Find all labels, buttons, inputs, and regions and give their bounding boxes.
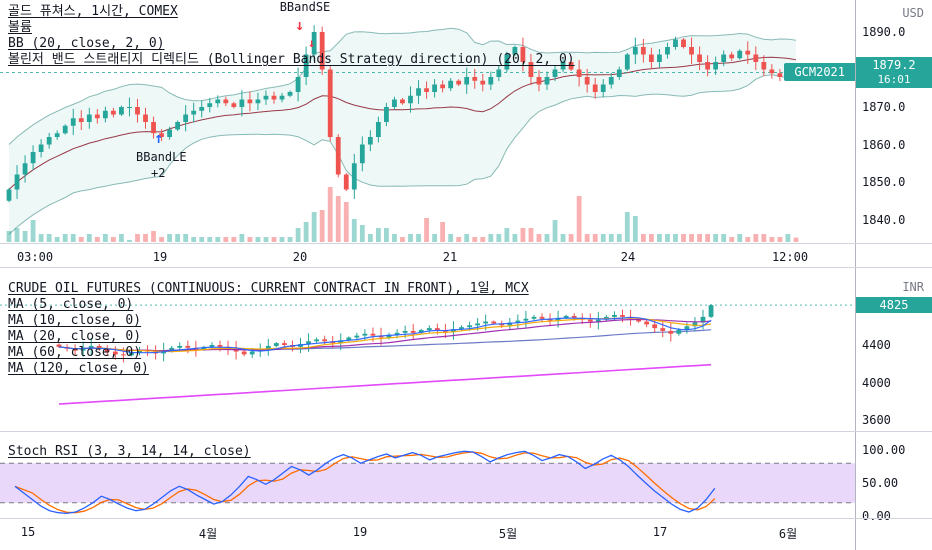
bbandle-signal-label: BBandLE <box>136 150 187 164</box>
chart-canvas[interactable] <box>0 0 855 550</box>
time-tick-label: 19 <box>352 525 368 539</box>
gold-legend: 골드 퓨쳐스, 1시간, COMEX 볼륨 BB (20, close, 2, … <box>8 4 575 68</box>
crude-symbol-title[interactable]: CRUDE OIL FUTURES (CONTINUOUS: CURRENT C… <box>8 281 529 296</box>
gold-volume-indicator-label[interactable]: 볼륨 <box>8 20 32 35</box>
panel-separator <box>0 267 932 268</box>
price-tick-label: 50.00 <box>862 476 899 490</box>
gold-last-price: 1879.2 <box>872 58 916 72</box>
gold-last-price-badge: 1879.2 16:01 <box>856 57 932 88</box>
time-tick-label: 15 <box>20 525 36 539</box>
time-tick-label: 17 <box>652 525 668 539</box>
price-tick-label: 100.00 <box>862 443 906 457</box>
gold-symbol-price-badge: GCM2021 <box>784 63 855 81</box>
time-tick-label: 12:00 <box>771 250 809 264</box>
crude-legend: CRUDE OIL FUTURES (CONTINUOUS: CURRENT C… <box>8 281 529 377</box>
sell-signal-arrow-icon: ↓ <box>308 36 316 50</box>
time-tick-label: 6월 <box>778 527 798 541</box>
buy-signal-arrow-icon: ↑ <box>154 129 164 147</box>
price-tick-label: 4000 <box>862 375 891 390</box>
gold-countdown-time: 16:01 <box>877 73 911 86</box>
crude-ma60-label[interactable]: MA (60, close, 0) <box>8 345 142 360</box>
crude-ma20-label[interactable]: MA (20, close, 0) <box>8 329 142 344</box>
axis-separator <box>0 243 932 244</box>
pane-separator[interactable] <box>0 431 932 432</box>
bottom-axis-separator <box>0 518 932 519</box>
price-tick-label: 4400 <box>862 338 891 352</box>
time-tick-label: 5월 <box>498 527 518 541</box>
stoch-legend: Stoch RSI (3, 3, 14, 14, close) <box>8 444 251 460</box>
time-tick-label: 24 <box>620 250 636 264</box>
gold-time-axis[interactable]: 03:00 19 20 21 24 12:00 <box>0 244 855 267</box>
crude-currency-label: INR <box>902 280 924 294</box>
price-tick-label: 1850.0 <box>862 175 906 189</box>
time-tick-label: 20 <box>292 250 308 264</box>
gold-bb-strategy-label[interactable]: 볼린저 밴드 스트래티지 디렉티드 (Bollinger Bands Strat… <box>8 52 575 67</box>
crude-ma120-label[interactable]: MA (120, close, 0) <box>8 361 149 376</box>
price-axis[interactable]: USD INR 1879.2 16:01 4825 1890.01880.018… <box>855 0 932 550</box>
price-tick-label: 1870.0 <box>862 100 906 114</box>
bbandle-qty-label: +2 <box>151 166 166 180</box>
stoch-rsi-indicator-label[interactable]: Stoch RSI (3, 3, 14, 14, close) <box>8 444 251 459</box>
crude-last-price-badge: 4825 <box>856 297 932 313</box>
price-tick-label: 1840.0 <box>862 212 906 227</box>
bbandse-signal-label: BBandSE <box>279 0 331 14</box>
time-tick-label: 21 <box>442 250 458 264</box>
price-tick-label: 0.00 <box>862 509 891 523</box>
gold-symbol-title[interactable]: 골드 퓨쳐스, 1시간, COMEX <box>8 4 178 19</box>
bottom-time-axis[interactable]: 15 4월 19 5월 17 6월 <box>0 519 855 550</box>
sell-signal-arrow-icon: ↓ <box>295 16 305 34</box>
price-tick-label: 3600 <box>862 413 891 427</box>
time-tick-label: 03:00 <box>16 250 54 264</box>
time-tick-label: 4월 <box>198 527 218 541</box>
price-tick-label: 1860.0 <box>862 137 906 152</box>
time-tick-label: 19 <box>152 250 168 264</box>
gold-currency-label: USD <box>902 6 924 20</box>
crude-ma10-label[interactable]: MA (10, close, 0) <box>8 313 142 328</box>
crude-ma5-label[interactable]: MA (5, close, 0) <box>8 297 134 312</box>
price-tick-label: 1890.0 <box>862 25 906 39</box>
gold-bb-indicator-label[interactable]: BB (20, close, 2, 0) <box>8 36 165 51</box>
